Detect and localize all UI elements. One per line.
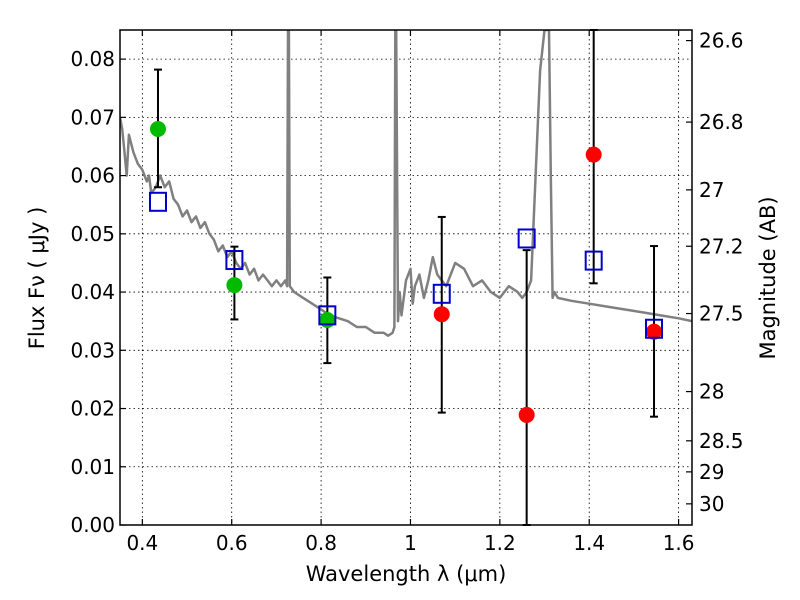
- y-tick-label: 0.03: [70, 338, 115, 362]
- y2-tick-label: 27: [699, 178, 724, 202]
- x-tick-label: 0.6: [216, 531, 248, 555]
- model-spectrum-layer: [120, 30, 692, 337]
- y2-axis-label: Magnitude (AB): [756, 196, 780, 359]
- plot-frame: [119, 29, 693, 526]
- y-tick-label: 0.00: [70, 513, 115, 537]
- y2-tick-label: 28: [699, 380, 724, 404]
- x-tick-label: 1.2: [484, 531, 516, 555]
- grid-layer: [120, 30, 692, 526]
- tick-layer: 0.4 0.6 0.8 1 1.2 1.4 1.6 0.00 0.01 0.02 0.03 0.04 0…: [70, 29, 743, 555]
- model-point-square: [517, 228, 536, 249]
- x-tick-label: 1: [404, 531, 417, 555]
- data-point: [226, 277, 243, 294]
- model-point-square: [225, 250, 244, 271]
- x-tick-label: 1.4: [573, 531, 605, 555]
- y2-tick-label: 26.8: [699, 110, 744, 134]
- y-tick-label: 0.05: [70, 222, 115, 246]
- y-axis-label: Flux Fν ( μJy ): [25, 207, 49, 350]
- y2-tick-label: 26.6: [699, 29, 744, 53]
- y-tick-label: 0.06: [70, 164, 115, 188]
- y2-tick-label: 28.5: [699, 429, 744, 453]
- model-point-square: [584, 250, 603, 271]
- x-tick-label: 0.8: [305, 531, 337, 555]
- model-point-square: [148, 191, 167, 212]
- x-tick-label: 1.6: [663, 531, 695, 555]
- model-point-square: [645, 318, 664, 339]
- y2-tick-label: 27.2: [699, 234, 744, 258]
- model-spectrum-line: [120, 30, 692, 337]
- x-axis-label: Wavelength λ (μm): [306, 562, 507, 586]
- model-point-square: [318, 305, 337, 326]
- y2-tick-label: 30: [699, 492, 724, 516]
- data-point: [149, 121, 166, 137]
- model-point-square: [432, 283, 451, 304]
- data-point: [585, 146, 602, 163]
- y-tick-label: 0.04: [70, 280, 115, 304]
- y-tick-label: 0.08: [70, 47, 115, 71]
- y-tick-label: 0.02: [70, 397, 115, 421]
- y-tick-label: 0.01: [70, 455, 115, 479]
- y-tick-label: 0.07: [70, 105, 115, 129]
- y2-tick-label: 29: [699, 460, 724, 484]
- x-tick-label: 0.4: [126, 531, 158, 555]
- y2-tick-label: 27.5: [699, 302, 744, 326]
- data-point: [433, 306, 450, 323]
- data-point: [518, 406, 535, 423]
- marker-layer: [148, 121, 664, 423]
